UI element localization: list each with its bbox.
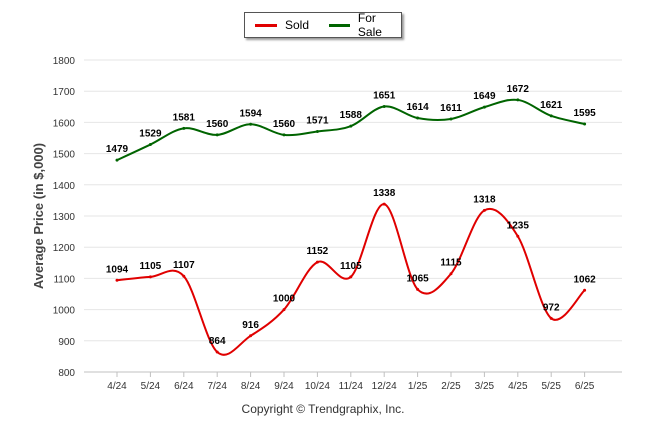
- y-tick-label: 900: [58, 337, 75, 348]
- data-label-for-sale: 1649: [473, 91, 496, 102]
- data-label-sold: 1065: [406, 273, 429, 284]
- data-label-for-sale: 1581: [173, 112, 196, 123]
- data-label-for-sale: 1529: [139, 129, 162, 140]
- x-tick-label: 4/25: [508, 381, 528, 392]
- data-label-for-sale: 1611: [440, 103, 462, 114]
- y-tick-label: 800: [58, 368, 75, 379]
- data-point-sold: [416, 287, 420, 291]
- y-tick-label: 1000: [53, 306, 76, 317]
- x-tick-label: 5/25: [541, 381, 561, 392]
- data-label-sold: 1318: [473, 194, 496, 205]
- data-point-for-sale: [148, 143, 152, 147]
- data-point-sold: [148, 275, 152, 279]
- data-label-for-sale: 1479: [106, 144, 129, 155]
- data-label-sold: 864: [209, 336, 226, 347]
- series-line-sold: [116, 203, 586, 356]
- x-tick-label: 4/24: [107, 381, 127, 392]
- data-label-sold: 972: [543, 302, 560, 313]
- data-label-for-sale: 1594: [239, 108, 262, 119]
- y-tick-label: 1200: [53, 243, 76, 254]
- x-tick-label: 6/24: [174, 381, 194, 392]
- y-tick-label: 1100: [53, 274, 75, 285]
- x-tick-label: 11/24: [339, 381, 364, 392]
- data-point-sold: [382, 202, 386, 206]
- legend-label-sold: Sold: [285, 18, 310, 32]
- x-tick-label: 10/24: [305, 381, 330, 392]
- chart-legend: Sold For Sale: [244, 11, 402, 39]
- data-label-for-sale: 1672: [507, 84, 530, 95]
- data-label-for-sale: 1595: [573, 108, 596, 119]
- data-label-sold: 1338: [373, 188, 396, 199]
- data-label-sold: 1062: [573, 274, 596, 285]
- y-tick-label: 1300: [53, 212, 76, 223]
- data-point-sold: [315, 260, 319, 264]
- data-point-for-sale: [482, 105, 486, 109]
- data-label-sold: 1235: [507, 220, 530, 231]
- data-label-for-sale: 1560: [273, 119, 296, 130]
- y-tick-label: 1800: [53, 56, 76, 67]
- data-label-for-sale: 1621: [540, 100, 563, 111]
- data-point-sold: [182, 274, 186, 278]
- data-label-for-sale: 1588: [340, 110, 363, 121]
- data-point-for-sale: [182, 126, 186, 130]
- data-point-for-sale: [315, 129, 319, 133]
- data-point-sold: [215, 350, 219, 354]
- data-point-for-sale: [449, 117, 453, 121]
- data-label-sold: 1115: [440, 258, 462, 269]
- data-point-sold: [516, 234, 520, 238]
- data-point-sold: [349, 275, 353, 279]
- data-label-sold: 1105: [140, 261, 162, 272]
- series-line-for-sale: [116, 98, 585, 162]
- x-tick-label: 9/24: [274, 381, 294, 392]
- data-label-sold: 1000: [273, 294, 296, 305]
- data-point-sold: [282, 308, 286, 312]
- data-label-sold: 1094: [106, 264, 129, 275]
- y-tick-label: 1600: [53, 118, 76, 129]
- x-tick-label: 2/25: [441, 381, 461, 392]
- data-label-sold: 1152: [307, 246, 329, 257]
- data-point-sold: [249, 334, 253, 338]
- data-point-sold: [115, 278, 119, 282]
- data-label-sold: 1105: [340, 261, 362, 272]
- y-tick-label: 1700: [53, 87, 76, 98]
- data-point-for-sale: [115, 158, 119, 162]
- x-tick-label: 8/24: [241, 381, 261, 392]
- data-point-for-sale: [249, 122, 253, 126]
- y-axis-title: Average Price (in $,000): [31, 143, 46, 289]
- data-point-for-sale: [516, 98, 520, 102]
- data-point-for-sale: [282, 133, 286, 137]
- data-label-for-sale: 1571: [306, 115, 329, 126]
- x-tick-label: 6/25: [575, 381, 595, 392]
- data-point-sold: [482, 208, 486, 212]
- x-tick-label: 12/24: [372, 381, 397, 392]
- data-point-sold: [449, 272, 453, 276]
- legend-item-sold[interactable]: Sold: [255, 18, 309, 32]
- data-label-for-sale: 1651: [373, 90, 396, 101]
- data-point-sold: [583, 288, 587, 292]
- y-tick-label: 1500: [53, 150, 76, 161]
- x-tick-label: 7/24: [207, 381, 227, 392]
- x-tick-label: 3/25: [475, 381, 495, 392]
- data-point-for-sale: [215, 133, 219, 137]
- data-point-sold: [549, 316, 553, 320]
- legend-swatch-for-sale: [329, 23, 350, 27]
- copyright-text: Copyright © Trendgraphix, Inc.: [241, 402, 405, 416]
- data-label-for-sale: 1560: [206, 119, 229, 130]
- data-label-for-sale: 1614: [406, 102, 429, 113]
- data-point-for-sale: [382, 104, 386, 108]
- legend-swatch-sold: [255, 23, 277, 27]
- data-label-sold: 916: [242, 320, 259, 331]
- data-label-sold: 1107: [173, 260, 195, 271]
- y-tick-label: 1400: [53, 181, 76, 192]
- x-tick-label: 5/24: [141, 381, 161, 392]
- data-point-for-sale: [349, 124, 353, 128]
- legend-item-for-sale[interactable]: For Sale: [329, 11, 401, 39]
- legend-label-for-sale: For Sale: [357, 11, 382, 39]
- data-point-for-sale: [549, 114, 553, 118]
- data-point-for-sale: [416, 116, 420, 120]
- data-point-for-sale: [583, 122, 587, 126]
- x-tick-label: 1/25: [408, 381, 428, 392]
